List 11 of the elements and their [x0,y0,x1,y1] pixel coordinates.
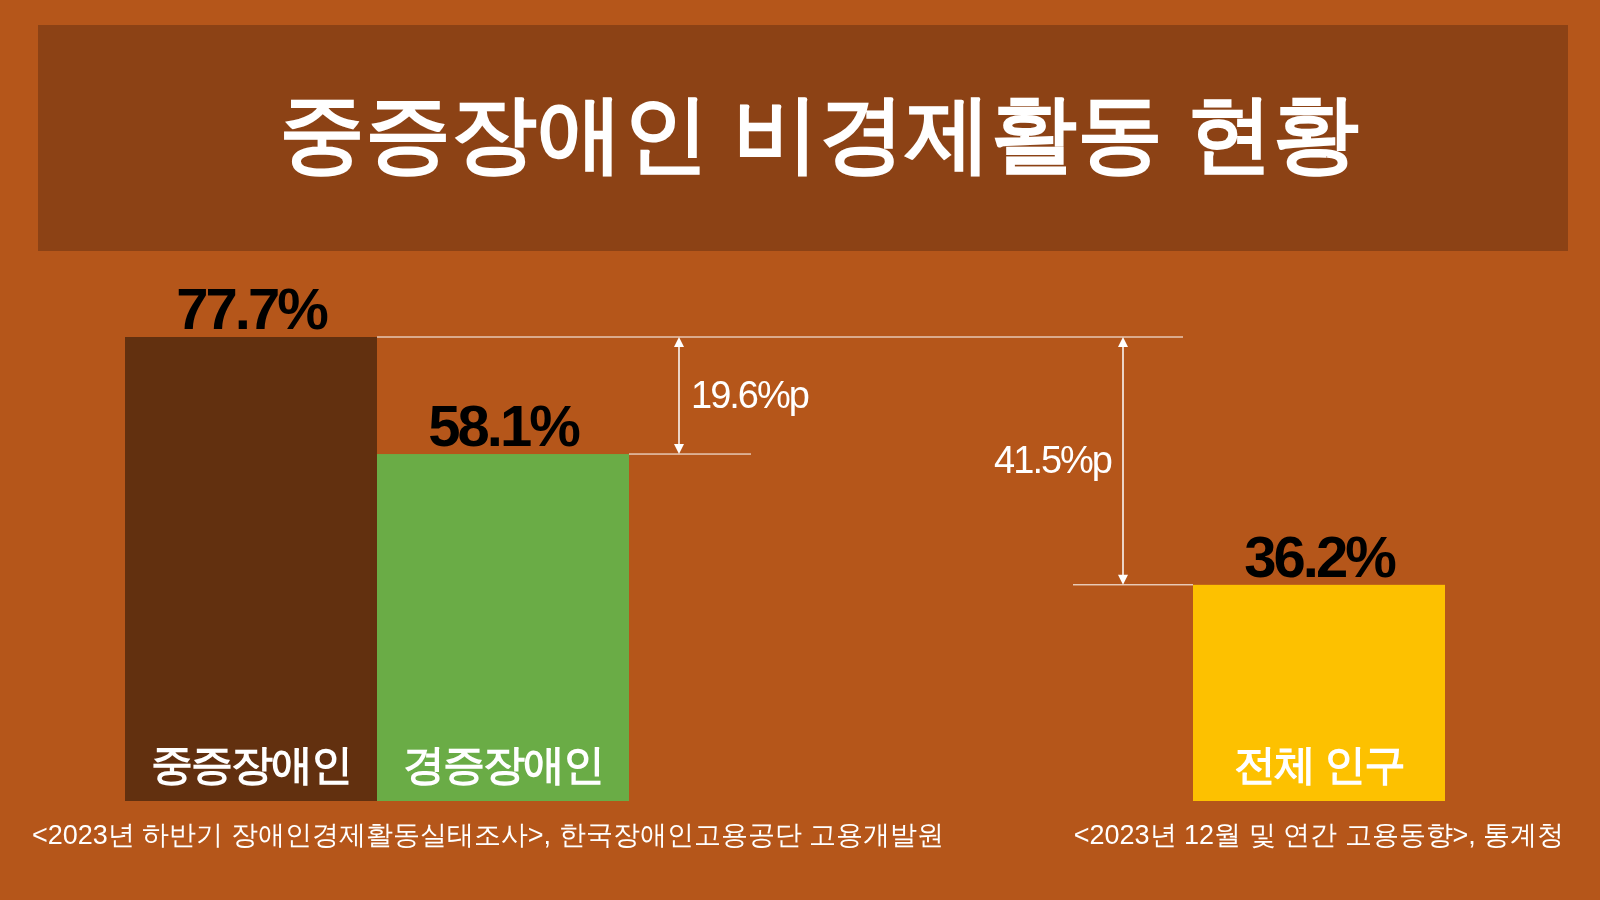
data-label: 36.2% [1244,523,1397,589]
text: <2023년 12월 및 연간 고용동향>, 통계청 [1073,820,1565,850]
x-tick-label: 경증장애인 [403,741,603,788]
chart-title: 중증장애인 비경제활동 현황 [279,85,1359,181]
data-label: 58.1% [428,393,581,459]
annotation: 19.6%p [691,373,809,416]
x-tick-label: 전체 인구 [1234,741,1404,788]
text: <2023년 하반기 장애인경제활동실태조사>, 한국장애인고용공단 고용개발원 [32,820,945,850]
x-tick-label: 중증장애인 [151,741,351,788]
data-label: 77.7% [176,276,329,341]
annotation: 41.5%p [994,438,1112,481]
